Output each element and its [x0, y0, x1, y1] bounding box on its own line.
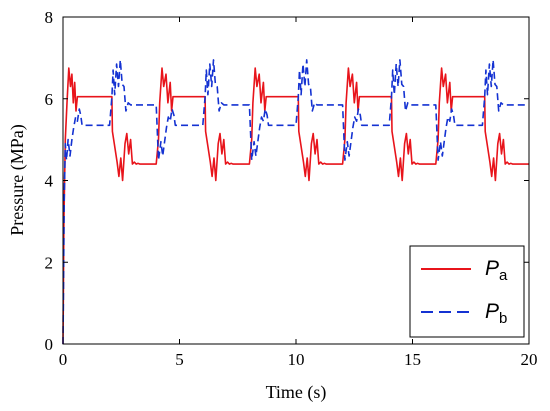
series-line-pa — [62, 67, 529, 345]
x-tick-label: 5 — [175, 350, 184, 369]
y-tick-label: 4 — [45, 172, 54, 191]
y-tick-label: 8 — [45, 8, 54, 27]
legend-label-pa: Pa — [485, 257, 508, 284]
legend-label-pb-sub: b — [499, 310, 507, 327]
x-tick-label: 15 — [404, 350, 421, 369]
y-tick-label: 0 — [45, 335, 54, 354]
x-axis-label: Time (s) — [266, 382, 327, 403]
legend-label-pb-main: P — [485, 300, 499, 323]
series-line-pb — [62, 59, 529, 345]
legend: Pa Pb — [409, 245, 525, 338]
series-layer — [62, 59, 529, 345]
y-axis-label: Pressure (MPa) — [7, 124, 28, 235]
tick-layer: 0 5 10 15 20 0 2 4 6 8 — [45, 8, 538, 369]
y-tick-label: 6 — [45, 90, 54, 109]
x-tick-label: 10 — [288, 350, 305, 369]
legend-box — [409, 245, 525, 338]
legend-label-pb: Pb — [485, 300, 507, 327]
y-tick-label: 2 — [45, 253, 54, 272]
x-tick-label: 20 — [521, 350, 538, 369]
legend-label-pa-main: P — [485, 257, 499, 280]
x-tick-label: 0 — [59, 350, 68, 369]
legend-label-pa-sub: a — [499, 267, 508, 284]
